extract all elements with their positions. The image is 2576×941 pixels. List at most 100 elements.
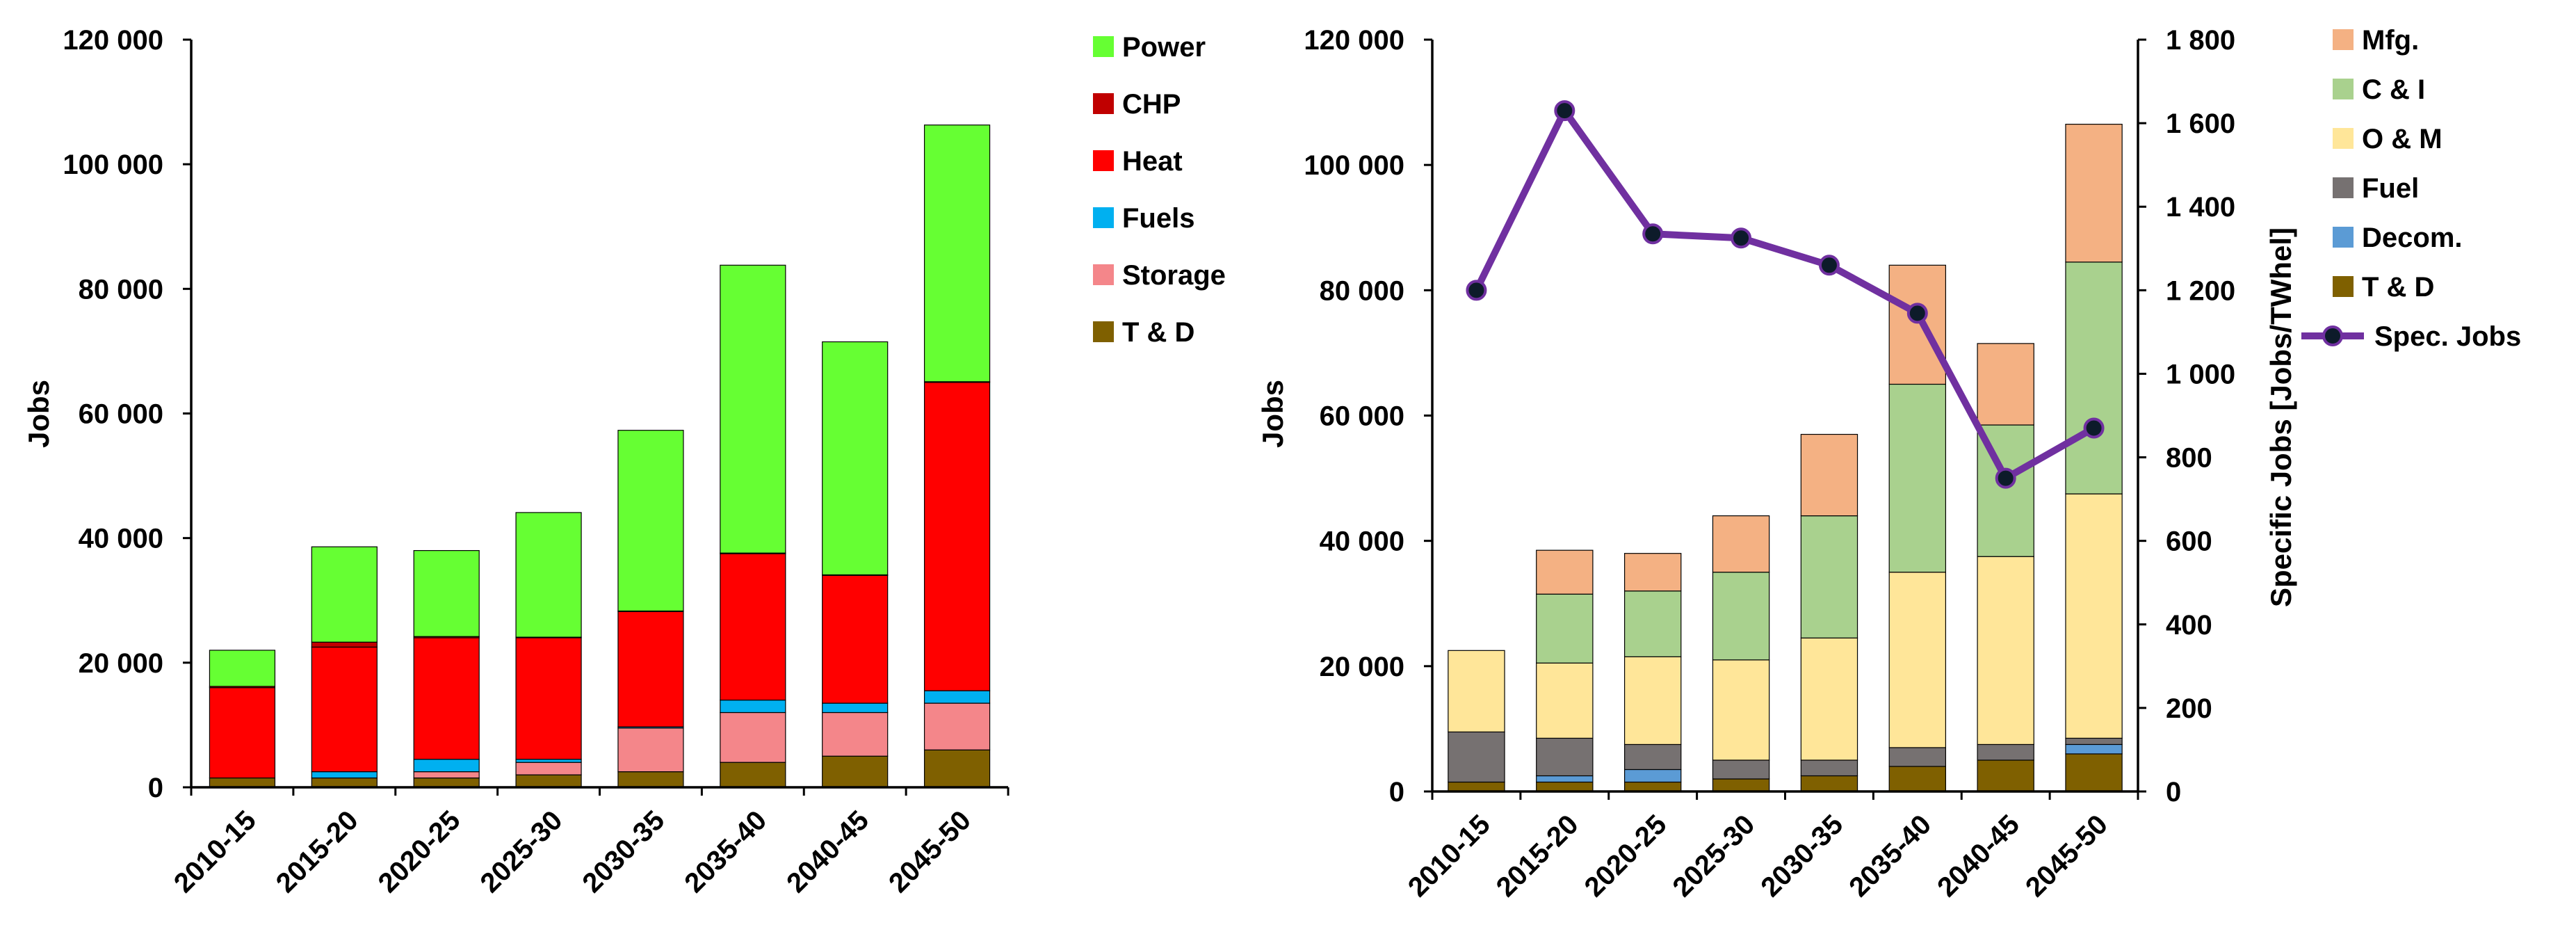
legend-marker-spec-jobs — [2322, 325, 2343, 346]
legend-label-mfg: Mfg. — [2362, 25, 2419, 56]
y-tick-label: 100 000 — [1304, 150, 1404, 181]
legend-label-fuel: Fuel — [2362, 173, 2419, 204]
bar-c-i-2020-25 — [1623, 590, 1682, 657]
bar-fuel-2030-35 — [1800, 759, 1858, 777]
bar-c-i-2035-40 — [1888, 383, 1947, 573]
bar-mfg-2040-45 — [1977, 343, 2034, 426]
y2-tick-label: 0 — [2166, 777, 2181, 807]
bar-mfg-2025-30 — [1712, 515, 1770, 573]
x-tick-label: 2030-35 — [576, 805, 670, 899]
bar-heat-2010-15 — [209, 687, 276, 779]
bar-fuels-2040-45 — [822, 702, 889, 714]
bar-storage-2020-25 — [413, 771, 480, 779]
bar-fuel-2010-15 — [1448, 731, 1505, 783]
bar-fuels-2045-50 — [923, 690, 991, 704]
bar-mfg-2020-25 — [1623, 553, 1682, 592]
x-tick-label: 2025-30 — [1667, 809, 1761, 903]
bar-o-m-2045-50 — [2065, 493, 2123, 739]
y-tick-label: 80 000 — [1320, 275, 1404, 306]
x-tick-label: 2025-30 — [475, 805, 569, 899]
bar-power-2035-40 — [720, 264, 786, 554]
bar-mfg-2045-50 — [2065, 124, 2123, 263]
bar-heat-2020-25 — [413, 637, 480, 760]
bar-power-2040-45 — [822, 341, 889, 576]
bar-t-d-2035-40 — [1888, 766, 1947, 792]
bar-c-i-2030-35 — [1800, 515, 1858, 638]
bar-storage-2045-50 — [923, 702, 991, 750]
bar-heat-2025-30 — [515, 637, 582, 760]
bar-t-d-2040-45 — [822, 755, 889, 788]
legend-label-t-d: T & D — [1122, 317, 1194, 348]
bar-storage-2030-35 — [617, 727, 684, 773]
bar-t-d-2025-30 — [515, 774, 582, 788]
y2-axis-title: Specific Jobs [Jobs/TWhel] — [2265, 227, 2297, 607]
legend-swatch-heat — [1093, 150, 1114, 171]
bar-power-2030-35 — [617, 430, 684, 612]
bar-mfg-2030-35 — [1800, 433, 1858, 517]
bar-t-d-2040-45 — [1977, 759, 2034, 792]
x-tick-label: 2035-40 — [1843, 809, 1937, 903]
legend-label-power: Power — [1122, 32, 1206, 63]
x-tick-label: 2010-15 — [168, 805, 262, 899]
x-tick-label: 2020-25 — [1579, 809, 1673, 903]
y-tick-label: 60 000 — [1320, 401, 1404, 432]
y-tick-label: 40 000 — [79, 524, 163, 554]
bar-fuels-2025-30 — [515, 759, 582, 763]
bar-t-d-2015-20 — [311, 777, 378, 788]
left-chart: 0 20 000 40 000 60 000 80 000 100 000 120 000 2… — [22, 25, 1226, 899]
x-tick-label: 2030-35 — [1755, 809, 1849, 903]
y2-tick-label: 200 — [2166, 693, 2212, 724]
y-tick-label: 20 000 — [79, 648, 163, 679]
bar-power-2045-50 — [923, 124, 991, 383]
bar-o-m-2010-15 — [1448, 650, 1505, 733]
bar-heat-2030-35 — [617, 611, 684, 727]
legend-label-c-i: C & I — [2362, 74, 2425, 105]
bar-fuel-2040-45 — [1977, 743, 2034, 761]
bar-heat-2015-20 — [311, 646, 378, 773]
x-tick-label: 2015-20 — [270, 805, 364, 899]
point-spec-jobs-2040-45 — [1995, 467, 2016, 489]
legend-swatch-fuel — [2333, 177, 2354, 198]
bar-power-2010-15 — [209, 650, 276, 687]
legend-label-o-m: O & M — [2362, 124, 2443, 154]
x-tick-label: 2010-15 — [1402, 809, 1496, 903]
bar-t-d-2045-50 — [923, 749, 991, 788]
bar-t-d-2020-25 — [1623, 781, 1682, 792]
point-spec-jobs-2015-20 — [1554, 100, 1575, 122]
right-chart: 0 20 000 40 000 60 000 80 000 100 000 120 000 2… — [1256, 25, 2521, 903]
bar-fuel-2025-30 — [1712, 759, 1770, 780]
point-spec-jobs-2045-50 — [2083, 417, 2105, 439]
bar-o-m-2040-45 — [1977, 556, 2034, 746]
legend-label-chp: CHP — [1122, 89, 1181, 120]
bar-decom-2045-50 — [2065, 743, 2123, 755]
bar-storage-2035-40 — [720, 711, 786, 763]
y2-tick-label: 1 600 — [2166, 108, 2235, 139]
bar-storage-2025-30 — [515, 762, 582, 775]
y2-tick-label: 1 400 — [2166, 192, 2235, 223]
bar-fuel-2020-25 — [1623, 743, 1682, 771]
x-tick-label: 2015-20 — [1491, 809, 1585, 903]
bar-heat-2035-40 — [720, 553, 786, 701]
legend-swatch-t-d — [2333, 276, 2354, 297]
legend-swatch-t-d — [1093, 321, 1114, 342]
bar-t-d-2035-40 — [720, 762, 786, 788]
bar-o-m-2020-25 — [1623, 656, 1682, 746]
legend-swatch-fuels — [1093, 207, 1114, 228]
legend-swatch-mfg — [2333, 29, 2354, 50]
legend-label-fuels: Fuels — [1122, 203, 1194, 234]
point-spec-jobs-2025-30 — [1731, 227, 1752, 249]
bar-decom-2015-20 — [1536, 775, 1594, 783]
x-tick-label: 2035-40 — [679, 805, 772, 899]
bar-mfg-2015-20 — [1536, 549, 1594, 595]
bar-t-d-2045-50 — [2065, 753, 2123, 792]
bar-power-2025-30 — [515, 512, 582, 638]
legend-swatch-c-i — [2333, 79, 2354, 99]
bar-fuel-2015-20 — [1536, 737, 1594, 777]
y-tick-label: 0 — [1389, 777, 1404, 807]
bar-c-i-2015-20 — [1536, 593, 1594, 663]
bar-c-i-2025-30 — [1712, 572, 1770, 661]
bar-o-m-2030-35 — [1800, 637, 1858, 761]
x-tick-label: 2040-45 — [781, 805, 875, 899]
point-spec-jobs-2020-25 — [1642, 223, 1664, 245]
point-spec-jobs-2035-40 — [1906, 303, 1928, 324]
